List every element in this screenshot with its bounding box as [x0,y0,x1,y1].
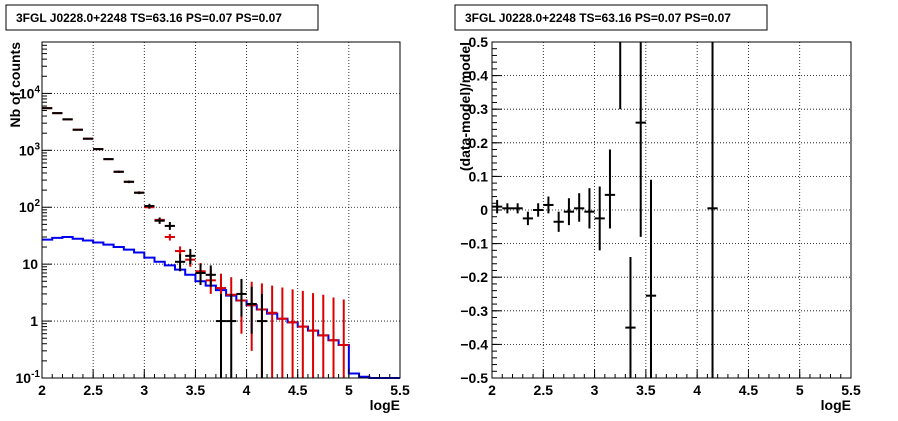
data-point [522,211,534,226]
residual-series [492,42,718,378]
data-point [502,203,513,214]
counts-y-tick-label: 103 [19,141,41,158]
data-point [82,137,94,140]
counts-x-axis-title: logE [370,397,400,413]
predicted-point [164,233,175,241]
data-point [625,257,636,378]
data-point [635,42,646,237]
counts-y-tick-label: 104 [19,84,41,101]
counts-series [42,107,400,379]
predicted-point [338,299,349,378]
residual-title: 3FGL J0228.0+2248 TS=63.16 PS=0.07 PS=0.… [465,11,731,25]
data-point [113,170,124,173]
data-point [645,179,657,378]
residual-y-tick-label: 0.4 [469,68,489,84]
data-point [533,203,544,217]
data-point [134,191,145,195]
counts-axis-ticks: 2 2.5 3 3.5 4 4.5 5 5.5 10-1 1 10 102 103 104 [16,44,410,398]
data-point [185,248,196,265]
counts-x-tick-label: 5.5 [390,382,410,398]
data-point [123,180,135,184]
residual-y-tick-label: −0.5 [460,370,488,386]
counts-y-tick-label: 10-1 [16,369,41,386]
counts-y-tick-label: 10 [22,256,38,272]
residual-axis-ticks: 2 2.5 3 3.5 4 4.5 5 5.5 −0.5 −0.4 −0.3 −0.2 −0.1 0 0.1… [460,34,861,398]
residual-x-tick-label: 4 [693,382,701,398]
residual-y-tick-label: −0.3 [460,303,488,319]
residual-x-tick-label: 2.5 [534,382,554,398]
residual-plot-frame [491,41,852,379]
counts-x-tick-label: 4 [243,382,251,398]
data-point [164,222,175,230]
data-point [543,196,554,214]
counts-x-tick-label: 2 [38,382,46,398]
counts-y-tick-label: 1 [30,313,38,329]
data-point [553,211,564,232]
counts-x-tick-label: 4.5 [288,382,308,398]
residual-x-tick-label: 3 [591,382,599,398]
residual-x-axis-title: logE [821,397,851,413]
counts-x-tick-label: 2.5 [83,382,103,398]
data-point [246,286,257,334]
data-point [584,188,595,229]
predicted-point [287,289,298,378]
data-point [512,203,523,214]
residual-x-tick-label: 2 [488,382,496,398]
residual-x-tick-label: 5 [796,382,804,398]
data-point [492,199,503,214]
residual-y-tick-label: 0.5 [469,34,489,50]
data-point [103,158,114,161]
data-point [563,198,575,226]
predicted-point [297,290,308,378]
counts-grid [42,42,400,378]
data-point [62,118,73,121]
data-point [594,186,605,251]
data-point [72,128,83,131]
data-point [93,148,104,151]
predicted-point [277,287,288,378]
residual-y-tick-label: −0.4 [460,336,488,352]
data-point [226,293,237,378]
data-point [52,112,63,115]
counts-title: 3FGL J0228.0+2248 TS=63.16 PS=0.07 PS=0.… [16,11,282,25]
data-point [707,42,718,378]
predicted-point [267,285,278,378]
counts-x-tick-label: 3 [140,382,148,398]
data-point [205,265,216,287]
residual-x-tick-label: 5.5 [841,382,861,398]
data-point [236,278,247,317]
data-point [42,107,53,110]
data-point [195,264,206,286]
residual-y-tick-label: −0.1 [460,236,488,252]
data-point [154,217,165,224]
residual-title-box [454,4,768,31]
residual-x-tick-label: 4.5 [739,382,759,398]
data-point [574,193,585,222]
residual-x-tick-label: 3.5 [636,382,656,398]
data-point [256,293,268,378]
residual-y-tick-label: −0.2 [460,269,488,285]
residual-grid [492,42,851,378]
residual-panel: 3FGL J0228.0+2248 TS=63.16 PS=0.07 PS=0.… [454,4,861,413]
predicted-point [307,293,319,378]
residual-y-tick-label: 0.3 [469,101,489,117]
residual-y-axis-title: (data-model)/model [457,42,473,171]
predicted-point [328,297,339,378]
predicted-point [318,294,329,378]
data-point [144,203,155,209]
data-point [174,254,186,272]
counts-title-box [5,4,319,31]
data-point [215,293,227,378]
counts-x-tick-label: 3.5 [186,382,206,398]
residual-y-tick-label: 0.2 [469,135,489,151]
counts-panel: 3FGL J0228.0+2248 TS=63.16 PS=0.07 PS=0.… [5,4,410,413]
data-point [604,149,616,229]
counts-y-tick-label: 102 [19,198,41,215]
counts-y-axis-title: Nb of counts [7,42,23,128]
residual-y-tick-label: 0.1 [469,168,489,184]
counts-x-tick-label: 5 [345,382,353,398]
residual-y-tick-label: 0 [480,202,488,218]
